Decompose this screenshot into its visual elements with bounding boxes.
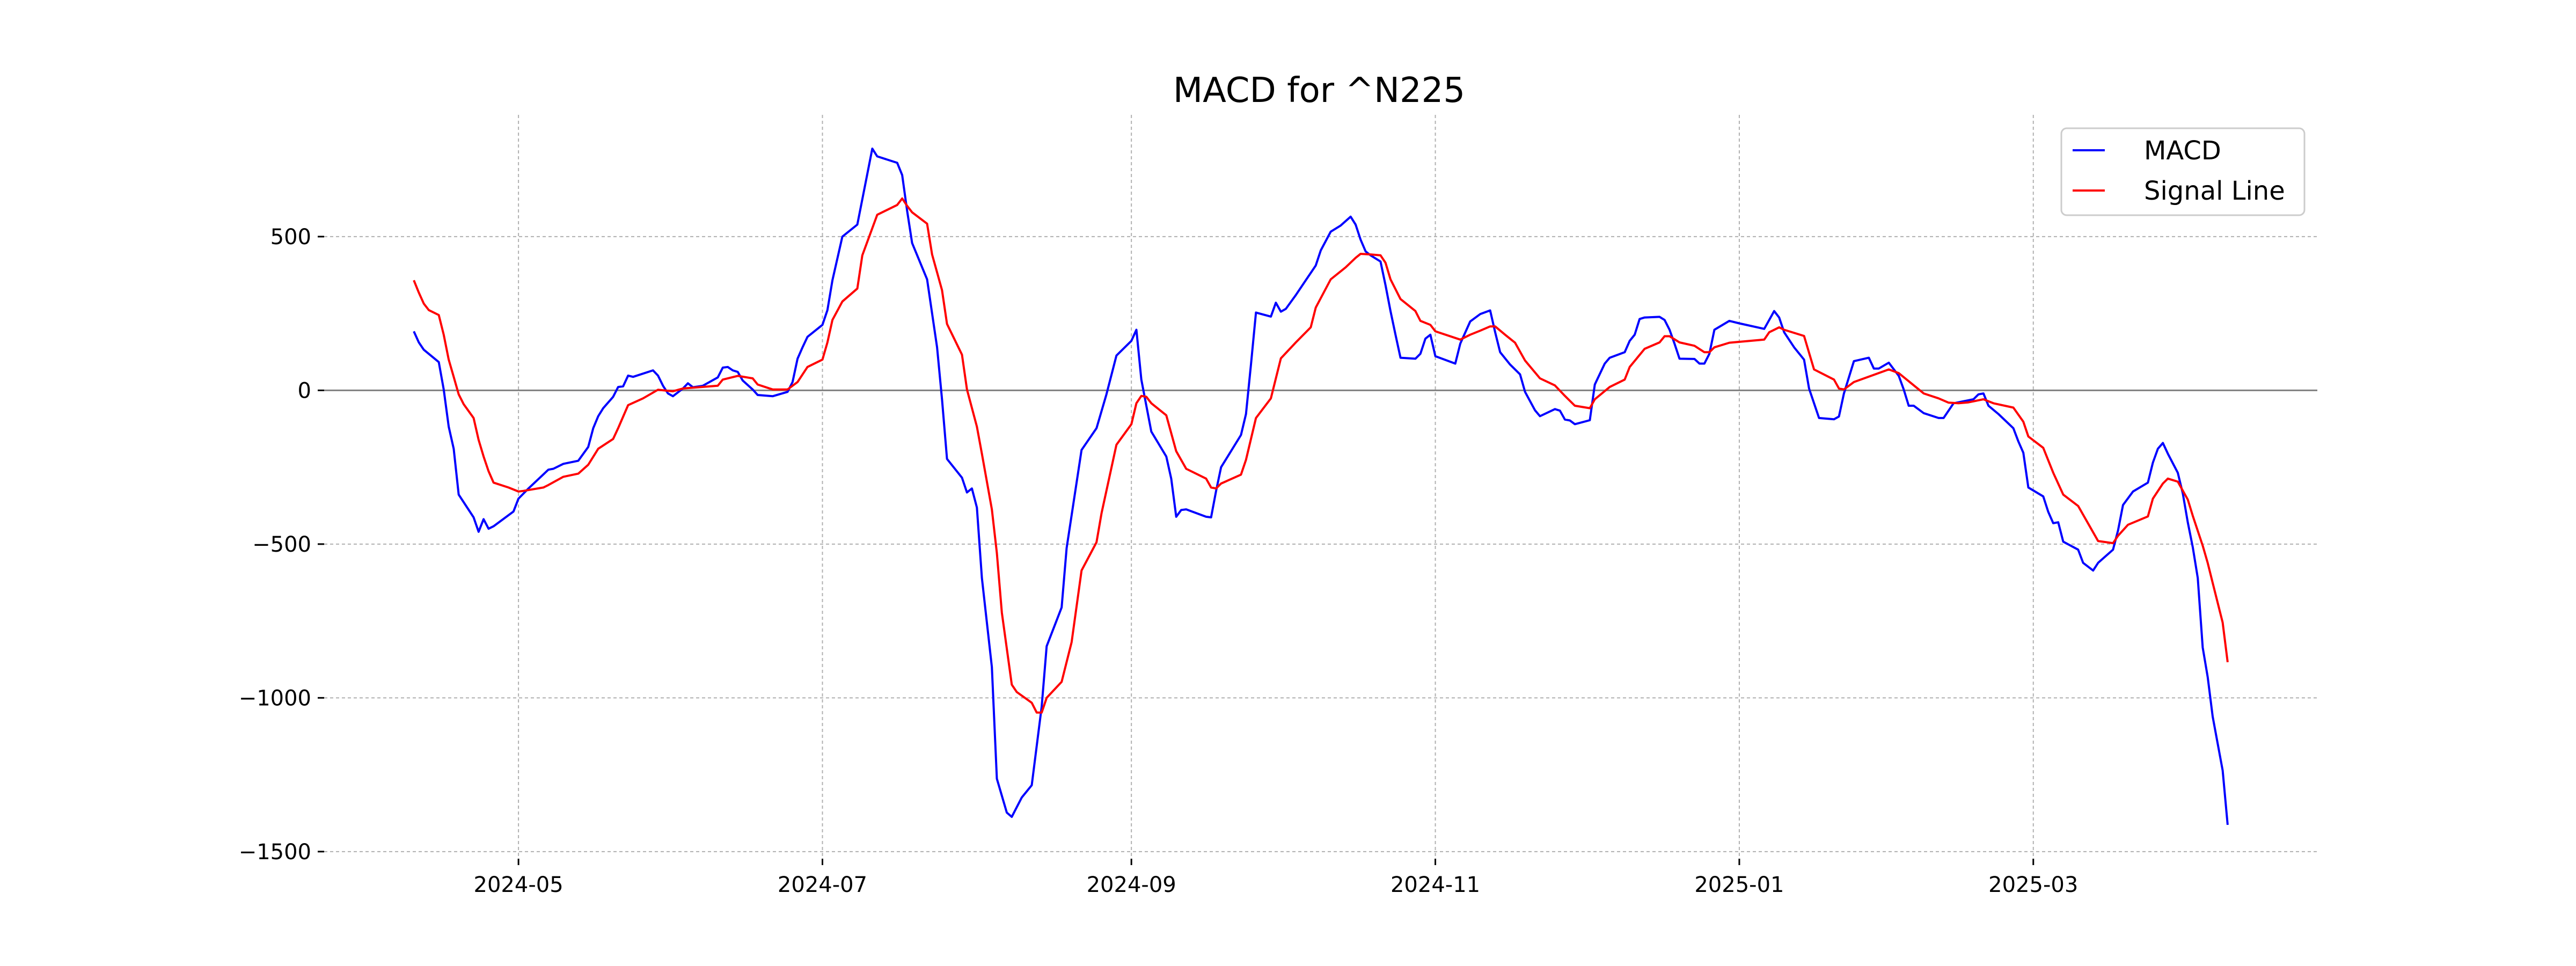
x-tick-label: 2025-03 — [1988, 873, 2078, 897]
x-tick-label: 2025-01 — [1694, 873, 1784, 897]
y-tick-label: −500 — [252, 532, 311, 557]
y-tick-label: −1000 — [239, 686, 311, 711]
y-tick-label: 0 — [298, 378, 311, 403]
series-line-signal-line — [413, 197, 2229, 714]
grid — [324, 115, 2317, 859]
x-tick-label: 2024-05 — [474, 873, 564, 897]
legend-label-macd: MACD — [2144, 136, 2221, 166]
x-tick-label: 2024-07 — [778, 873, 867, 897]
legend-box — [2060, 127, 2306, 216]
x-tick-label: 2024-09 — [1087, 873, 1176, 897]
series-line-macd — [413, 148, 2229, 825]
legend: MACD Signal Line — [2060, 127, 2306, 216]
y-tick-label: 500 — [270, 225, 311, 250]
legend-label-signal-line: Signal Line — [2144, 176, 2285, 206]
axes: −1500 −1000 −500 0 500 2024-05 2024-07 2024-09 2… — [239, 225, 2079, 897]
y-tick-label: −1500 — [239, 840, 311, 865]
series — [413, 148, 2229, 825]
x-tick-label: 2024-11 — [1391, 873, 1480, 897]
chart-title: MACD for ^N225 — [1173, 71, 1465, 111]
